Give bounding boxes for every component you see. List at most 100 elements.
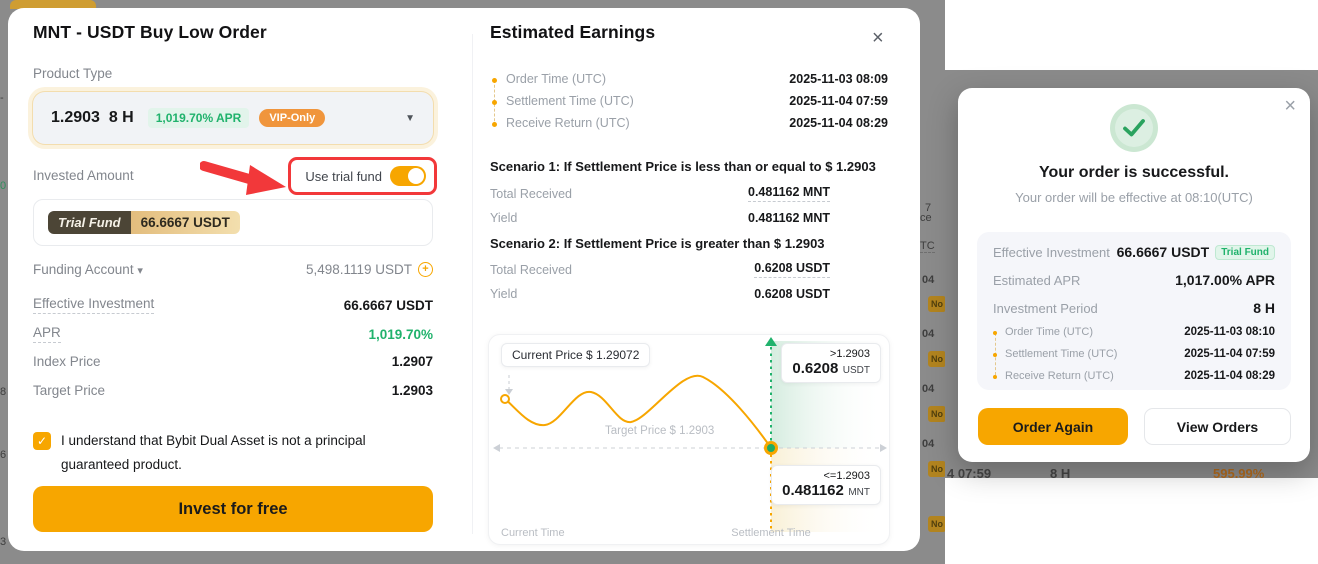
effective-investment-label: Effective Investment [33, 296, 155, 314]
background-tab-fragment [10, 0, 96, 9]
effective-investment-value: 66.6667 USDT [343, 297, 433, 313]
chevron-down-icon: ▾ [137, 265, 143, 277]
effective-investment-value: 66.6667 USDT [1116, 244, 1210, 260]
target-price-label: Target Price [33, 383, 106, 398]
timeline-dot [993, 353, 997, 357]
background-badge-fragment: No [928, 516, 945, 532]
yield-value: 0.6208 USDT [754, 287, 830, 301]
agreement-text: I understand that Bybit Dual Asset is no… [61, 433, 366, 472]
summary-row: Investment Period 8 H [993, 300, 1275, 316]
background-fragment: TC [920, 240, 935, 253]
background-fragment: 3 [0, 536, 7, 548]
effective-investment-label: Effective Investment [993, 244, 1110, 260]
timeline-dot [492, 100, 497, 105]
funding-balance: 5,498.1119 USDT + [306, 262, 433, 277]
trial-fund-badge: Trial Fund [1215, 244, 1275, 260]
background-fragment: - [0, 92, 4, 104]
order-time-label: Order Time (UTC) [1005, 326, 1093, 338]
scenario-row: Yield 0.6208 USDT [490, 287, 830, 301]
outcome-below-amount-row: 0.481162 MNT [782, 482, 870, 500]
outcome-below-amount: 0.481162 [782, 482, 844, 499]
success-title: Your order is successful. [1039, 164, 1229, 181]
trial-fund-pill: Trial Fund 66.6667 USDT [48, 211, 240, 234]
product-type-label: Product Type [33, 66, 113, 81]
receive-return-label: Receive Return (UTC) [506, 116, 630, 130]
settlement-time-label: Settlement Time (UTC) [1005, 348, 1118, 360]
receive-return-value: 2025-11-04 08:29 [789, 116, 888, 130]
apr-badge: 1,019.70% APR [147, 108, 250, 128]
detail-row: APR 1,019.70% [33, 325, 433, 343]
timeline-row: Receive Return (UTC) 2025-11-04 08:29 [506, 116, 888, 130]
agreement-checkbox[interactable]: ✓ [33, 432, 51, 450]
background-table-strip: 7 ce TC 04 04 04 04 No No No No No [920, 0, 945, 564]
estimated-earnings-title: Estimated Earnings [490, 22, 656, 42]
background-badge-fragment: No [928, 406, 945, 422]
success-icon-wrap [958, 104, 1310, 152]
product-type-select[interactable]: 1.2903 8 H 1,019.70% APR VIP-Only ▼ [33, 92, 433, 144]
background-badge-fragment: No [928, 296, 945, 312]
close-icon[interactable]: × [1284, 95, 1296, 117]
outcome-above-box: >1.2903 0.6208 USDT [781, 343, 881, 383]
invested-amount-input[interactable]: Trial Fund 66.6667 USDT [33, 199, 433, 246]
timeline-row: Receive Return (UTC) 2025-11-04 08:29 [1005, 370, 1275, 382]
outcome-above-amount: 0.6208 [792, 360, 839, 377]
index-price-value: 1.2907 [391, 354, 433, 369]
trial-fund-amount: 66.6667 USDT [130, 211, 240, 234]
success-check-icon [1110, 104, 1158, 152]
funding-account-row: Funding Account ▾ 5,498.1119 USDT + [33, 262, 433, 277]
yield-label: Yield [490, 211, 518, 225]
estimated-apr-value: 1,017.00% APR [1175, 272, 1275, 288]
outcome-above-unit: USDT [842, 365, 870, 376]
background-badge-fragment: No [928, 351, 945, 367]
current-price-label: Current Price $ 1.29072 [501, 343, 651, 367]
summary-row: Estimated APR 1,017.00% APR [993, 272, 1275, 288]
settlement-time-label: Settlement Time (UTC) [506, 94, 634, 108]
timeline-dot [993, 331, 997, 335]
background-fragment: 0 [0, 180, 7, 192]
receive-return-label: Receive Return (UTC) [1005, 370, 1114, 382]
outcome-below-box: <=1.2903 0.481162 MNT [771, 465, 881, 505]
apr-value: 1,019.70% [368, 326, 433, 342]
funding-account-dropdown[interactable]: Funding Account ▾ [33, 262, 143, 277]
success-check-inner [1115, 109, 1153, 147]
invest-for-free-button[interactable]: Invest for free [33, 486, 433, 532]
panel-divider [472, 34, 473, 534]
background-fragment: 7 [925, 202, 932, 214]
total-received-label: Total Received [490, 186, 572, 201]
investment-period-label: Investment Period [993, 300, 1098, 316]
background-fragment: 04 [922, 274, 935, 286]
order-summary-card: Effective Investment 66.6667 USDT Trial … [977, 232, 1291, 390]
apr-label: APR [33, 325, 61, 343]
timeline-dot [492, 122, 497, 127]
order-time-value: 2025-11-03 08:09 [789, 72, 888, 86]
timeline-row: Order Time (UTC) 2025-11-03 08:09 [506, 72, 888, 86]
background-badge-fragment: No [928, 461, 945, 477]
background-fragment: 4 07:59 [947, 466, 992, 478]
background-fragment: 6 [0, 449, 7, 461]
success-subtitle: Your order will be effective at 08:10(UT… [1015, 190, 1253, 205]
background-fragment: 8 [0, 386, 7, 398]
invested-amount-label: Invested Amount [33, 168, 134, 183]
scenario-2-title: Scenario 2: If Settlement Price is great… [490, 236, 825, 251]
view-orders-button[interactable]: View Orders [1144, 408, 1291, 445]
order-again-button[interactable]: Order Again [978, 408, 1128, 445]
timeline-row: Settlement Time (UTC) 2025-11-04 07:59 [1005, 348, 1275, 360]
payoff-chart: Current Price $ 1.29072 Target Price $ 1… [488, 334, 890, 545]
close-icon[interactable]: × [872, 27, 884, 49]
scenario-row: Total Received 0.481162 MNT [490, 185, 830, 202]
timeline-row: Order Time (UTC) 2025-11-03 08:10 [1005, 326, 1275, 338]
timeline-dot [492, 78, 497, 83]
scenario-row: Yield 0.481162 MNT [490, 211, 830, 225]
background-fragment: 8 H [1050, 466, 1071, 478]
order-time-value: 2025-11-03 08:10 [1184, 326, 1275, 338]
receive-return-value: 2025-11-04 08:29 [1184, 370, 1275, 382]
outcome-below-condition: <=1.2903 [823, 470, 871, 482]
total-received-value: 0.481162 MNT [748, 185, 830, 202]
background-fragment: 595.99% [1213, 466, 1265, 478]
detail-row: Effective Investment 66.6667 USDT [33, 296, 433, 314]
summary-row: Effective Investment 66.6667 USDT Trial … [993, 244, 1275, 260]
plus-circle-icon[interactable]: + [418, 262, 433, 277]
x-tick-settlement-time: Settlement Time [731, 527, 811, 539]
use-trial-fund-toggle[interactable] [390, 166, 426, 186]
